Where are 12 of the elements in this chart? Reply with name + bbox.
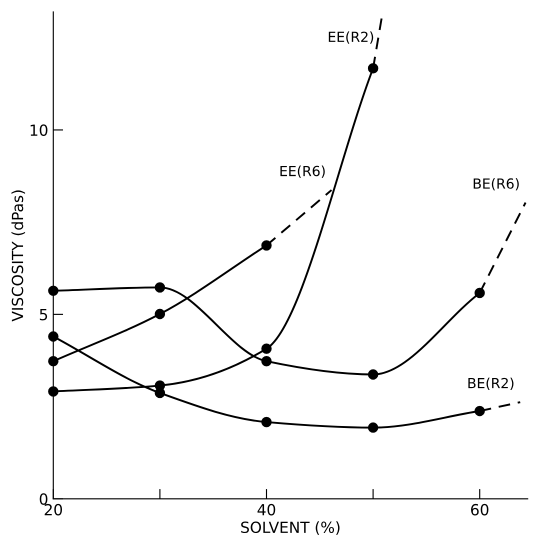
y-tick-label: 10	[30, 124, 48, 136]
x-axis-title: SOLVENT (%)	[241, 521, 340, 535]
x-tick-label: 20	[44, 504, 62, 516]
x-tick-label: 40	[258, 504, 276, 516]
series-label: EE(R2)	[328, 31, 374, 44]
series-label: BE(R6)	[474, 178, 519, 190]
y-axis-title: VISCOSITY (dPas)	[11, 190, 26, 322]
series-label: BE(R2)	[468, 378, 514, 390]
series-label: EE(R6)	[280, 166, 325, 178]
y-tick-label: 0	[40, 493, 48, 505]
y-tick-label: 5	[40, 309, 48, 320]
x-tick-label: 60	[471, 504, 488, 516]
